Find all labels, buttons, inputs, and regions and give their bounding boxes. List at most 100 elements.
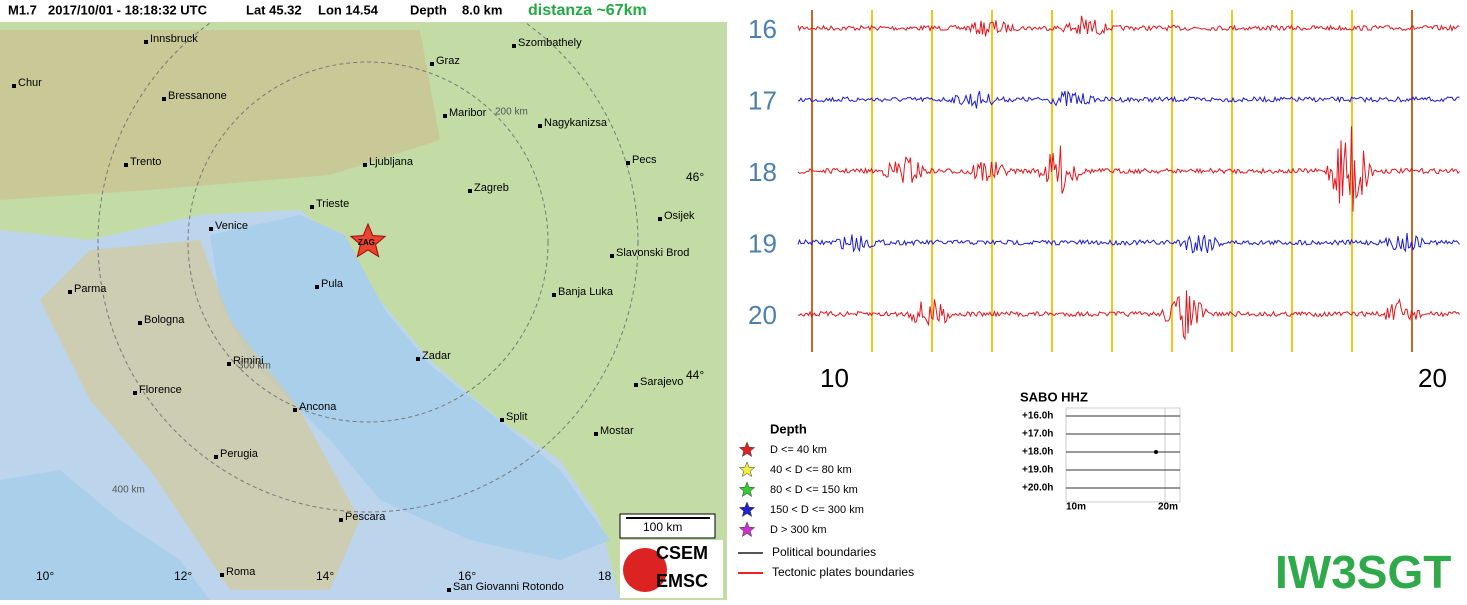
city-marker — [68, 290, 72, 294]
city-label: Slavonski Brod — [616, 247, 689, 259]
lon-label: 16° — [458, 569, 476, 583]
city-marker — [538, 124, 542, 128]
lon-label: 14° — [316, 569, 334, 583]
heli-row-label: +17.0h — [1022, 429, 1053, 440]
city-label: Venice — [215, 220, 248, 232]
city-marker — [430, 62, 434, 66]
legend-star — [738, 521, 756, 538]
x-label: 20 — [1418, 363, 1447, 393]
city-marker — [363, 163, 367, 167]
city-label: Ljubljana — [369, 156, 414, 168]
lon-label: 12° — [174, 569, 192, 583]
city-marker — [209, 227, 213, 231]
city-marker — [227, 362, 231, 366]
city-label: Parma — [74, 283, 107, 295]
legend-star — [738, 461, 756, 478]
legend-label: 40 < D <= 80 km — [770, 464, 852, 476]
city-label: Perugia — [220, 448, 259, 460]
scale-label: 100 km — [643, 520, 682, 534]
datetime: 2017/10/01 - 18:18:32 UTC — [48, 2, 208, 17]
legend-star — [738, 501, 756, 518]
heli-row-label: +16.0h — [1022, 411, 1053, 422]
city-marker — [144, 40, 148, 44]
magnitude: M1.7 — [8, 2, 37, 17]
city-label: San Giovanni Rotondo — [453, 581, 564, 593]
row-label: 16 — [748, 14, 777, 44]
station-label: ZAG — [358, 238, 375, 247]
ring — [97, 0, 639, 513]
apennines — [40, 240, 360, 590]
heli-event — [1154, 450, 1158, 454]
city-marker — [658, 217, 662, 221]
legend-label: Tectonic plates boundaries — [772, 565, 914, 579]
city-marker — [315, 285, 319, 289]
header-bar — [0, 0, 727, 22]
city-label: Pula — [321, 278, 344, 290]
distance: distanza ~67km — [528, 2, 647, 19]
city-label: Innsbruck — [150, 33, 198, 45]
legend-label: 80 < D <= 150 km — [770, 484, 858, 496]
legend-label: 150 < D <= 300 km — [770, 504, 864, 516]
city-marker — [610, 254, 614, 258]
city-marker — [447, 588, 451, 592]
city-label: Ancona — [299, 401, 337, 413]
trace — [797, 126, 1460, 212]
logo-text: EMSC — [656, 571, 708, 591]
row-label: 17 — [748, 85, 777, 115]
trace — [797, 15, 1460, 37]
city-marker — [220, 573, 224, 577]
heli-frame — [1065, 407, 1181, 503]
city-label: Bressanone — [168, 90, 227, 102]
city-label: Graz — [436, 55, 460, 67]
heli-x-label: 20m — [1158, 502, 1178, 513]
legend-title: Depth — [770, 421, 807, 436]
city-label: Rimini — [233, 355, 264, 367]
x-label: 10 — [820, 363, 849, 393]
city-marker — [293, 408, 297, 412]
depth: 8.0 km — [462, 2, 502, 17]
adriatic — [210, 215, 610, 560]
heli-title: SABO HHZ — [1020, 389, 1088, 404]
city-label: Trento — [130, 156, 161, 168]
city-marker — [162, 97, 166, 101]
city-label: Sarajevo — [640, 376, 683, 388]
logo-text: CSEM — [656, 543, 708, 563]
city-marker — [133, 391, 137, 395]
city-label: Chur — [18, 77, 42, 89]
city-marker — [214, 455, 218, 459]
city-label: Szombathely — [518, 37, 582, 49]
row-label: 20 — [748, 300, 777, 330]
heli-row-label: +19.0h — [1022, 465, 1053, 476]
city-marker — [512, 44, 516, 48]
city-label: Zagreb — [474, 182, 509, 194]
city-marker — [443, 114, 447, 118]
city-label: Florence — [139, 384, 182, 396]
city-label: Maribor — [449, 107, 487, 119]
lat: Lat 45.32 — [246, 2, 302, 17]
ring-label: 400 km — [112, 485, 145, 496]
ring-label: 300 km — [238, 361, 271, 372]
city-marker — [416, 357, 420, 361]
city-marker — [138, 321, 142, 325]
city-label: Banja Luka — [558, 286, 614, 298]
city-marker — [124, 163, 128, 167]
city-label: Trieste — [316, 198, 349, 210]
logo-globe — [623, 548, 667, 592]
legend-label: D <= 40 km — [770, 444, 827, 456]
lon-label: 18 — [598, 569, 612, 583]
lat-label: 44° — [686, 368, 704, 382]
ring-label: 200 km — [495, 107, 528, 118]
trace — [797, 233, 1460, 254]
city-label: Mostar — [600, 425, 634, 437]
city-marker — [552, 293, 556, 297]
tyrrhenian — [0, 470, 210, 600]
legend-star — [738, 481, 756, 498]
row-label: 19 — [748, 228, 777, 258]
callsign: IW3SGT — [1275, 546, 1451, 598]
city-label: Pescara — [345, 511, 386, 523]
city-label: Zadar — [422, 350, 451, 362]
trace — [798, 90, 1460, 109]
heli-row-label: +20.0h — [1022, 483, 1053, 494]
